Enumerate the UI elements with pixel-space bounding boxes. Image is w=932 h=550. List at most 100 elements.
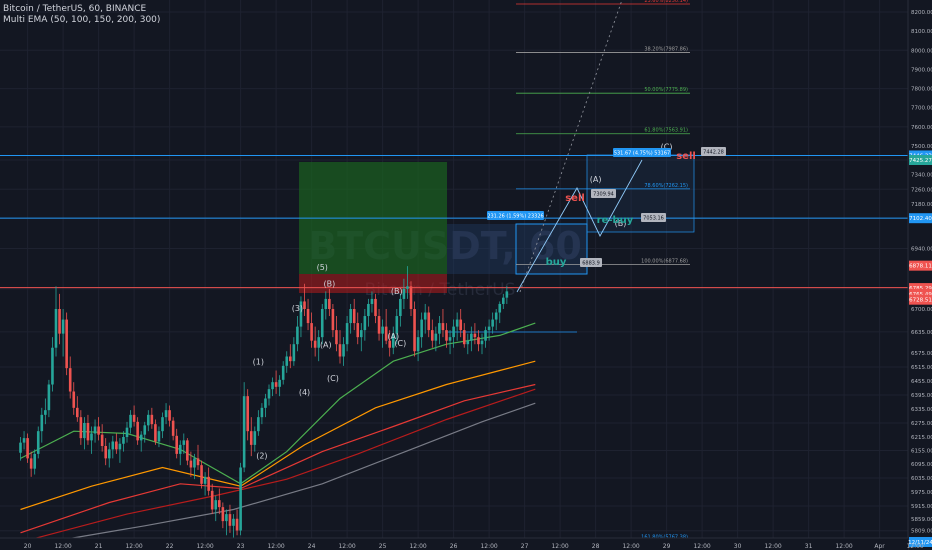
candle-body	[349, 309, 352, 324]
candle	[320, 303, 324, 345]
candle	[54, 286, 58, 357]
candle	[51, 337, 54, 392]
candle	[431, 319, 434, 348]
x-tick-label: 12:00	[622, 543, 639, 550]
candle	[150, 407, 154, 429]
candle-body	[281, 365, 285, 380]
candle	[438, 316, 441, 345]
candle	[175, 428, 178, 459]
candle-body	[207, 476, 210, 491]
y-tick-label: 6515.00	[911, 365, 932, 371]
candle-body	[196, 458, 200, 466]
candle	[399, 293, 402, 327]
candle-body	[93, 426, 97, 434]
y-tick-label: 6155.00	[911, 449, 932, 455]
candle	[331, 303, 335, 338]
x-tick-label: 26	[450, 543, 458, 550]
candle	[342, 337, 345, 366]
candle	[214, 495, 218, 522]
candle-body	[72, 391, 76, 408]
candle-body	[466, 340, 470, 345]
wave-label: (5)	[317, 263, 328, 272]
candle-body	[232, 518, 235, 526]
candle	[491, 312, 494, 334]
candle	[122, 431, 125, 452]
y-tick-label: 5975.00	[911, 490, 932, 496]
candle-body	[249, 431, 253, 445]
candle-body	[448, 337, 452, 341]
projection-path	[516, 159, 643, 293]
x-tick-label: 29	[663, 543, 671, 550]
candle	[427, 306, 431, 338]
candle	[107, 442, 111, 468]
candle-body	[360, 330, 363, 338]
candle	[68, 356, 72, 399]
price-tag: 7102.40	[909, 216, 932, 222]
candle-body	[477, 337, 480, 345]
candle	[473, 323, 477, 345]
candle-body	[413, 309, 416, 352]
re-buy-label: re-buy	[597, 215, 634, 226]
candle	[125, 421, 129, 443]
y-tick-label: 6395.00	[911, 393, 932, 399]
candle-body	[19, 442, 22, 453]
candle-body	[317, 337, 320, 348]
y-tick-label: 6095.00	[911, 462, 932, 468]
price-note-3-bg	[641, 213, 666, 222]
candle-body	[47, 384, 51, 411]
candle	[406, 266, 409, 299]
candle-body	[409, 286, 413, 309]
candle	[289, 344, 292, 369]
y-tick-label: 6940.00	[911, 247, 932, 253]
ema-line	[20, 383, 536, 534]
candle-body	[33, 453, 36, 469]
candle-body	[118, 443, 122, 450]
candle	[374, 293, 377, 324]
candle-body	[388, 340, 391, 348]
x-tick-label: 12:00	[551, 543, 568, 550]
candle-body	[484, 330, 487, 341]
candle	[210, 483, 214, 515]
wave-label: (B)	[323, 279, 335, 288]
chart-title: Bitcoin / TetherUS, 60, BINANCE	[3, 4, 147, 14]
candle-body	[438, 323, 441, 334]
candle	[285, 351, 289, 373]
candle	[352, 298, 356, 331]
candle	[178, 440, 182, 466]
candle	[257, 410, 260, 436]
candle-body	[296, 326, 299, 345]
candle-body	[377, 316, 381, 334]
candle-body	[129, 414, 132, 428]
candle	[225, 509, 228, 536]
y-tick-label: 5915.00	[911, 504, 932, 510]
wave-label: (C)	[661, 143, 673, 152]
candle-body	[100, 434, 104, 446]
candle	[58, 293, 61, 345]
candle	[132, 405, 136, 427]
candle	[274, 370, 278, 394]
candle-body	[143, 425, 147, 435]
candle-body	[352, 309, 356, 324]
range-label-1-bg	[487, 211, 544, 220]
y-tick-label: 6215.00	[911, 435, 932, 441]
candle-body	[125, 427, 129, 437]
loss-zone	[299, 274, 447, 293]
fib-level-label: 78.60%(7262.15)	[644, 183, 688, 189]
x-tick-label: 12:00	[906, 543, 923, 550]
candle-body	[218, 500, 221, 508]
candle-body	[271, 382, 274, 390]
wave-label: (4)	[299, 388, 310, 397]
x-tick-label: 12:00	[54, 543, 71, 550]
candle-body	[239, 467, 242, 531]
y-tick-label: 6035.00	[911, 476, 932, 482]
candle-body	[246, 396, 249, 432]
candle-body	[182, 440, 186, 445]
candle	[345, 316, 349, 352]
candle	[349, 303, 352, 334]
candle	[97, 417, 100, 441]
candle	[83, 417, 86, 450]
price-tag: 12/11/24	[908, 540, 932, 546]
y-tick-label: 7180.00	[911, 202, 932, 208]
x-tick-label: 30	[734, 543, 742, 550]
candle	[313, 326, 317, 357]
